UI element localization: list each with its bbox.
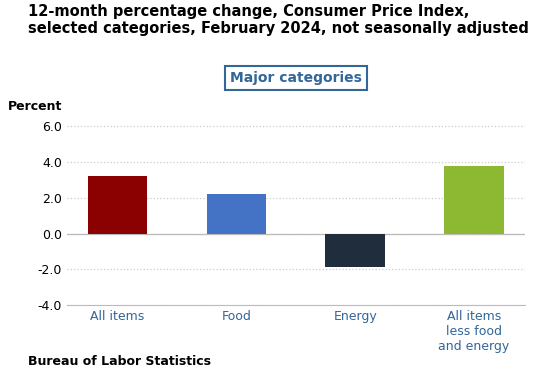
Bar [88,176,147,234]
Text: Bureau of Labor Statistics: Bureau of Labor Statistics [28,355,211,368]
Text: Percent: Percent [7,100,62,113]
Bar [206,194,266,234]
Bar [325,234,385,267]
Bar [444,166,504,234]
Text: 12-month percentage change, Consumer Price Index,
selected categories, February : 12-month percentage change, Consumer Pri… [28,4,529,36]
Text: Major categories: Major categories [230,71,362,85]
